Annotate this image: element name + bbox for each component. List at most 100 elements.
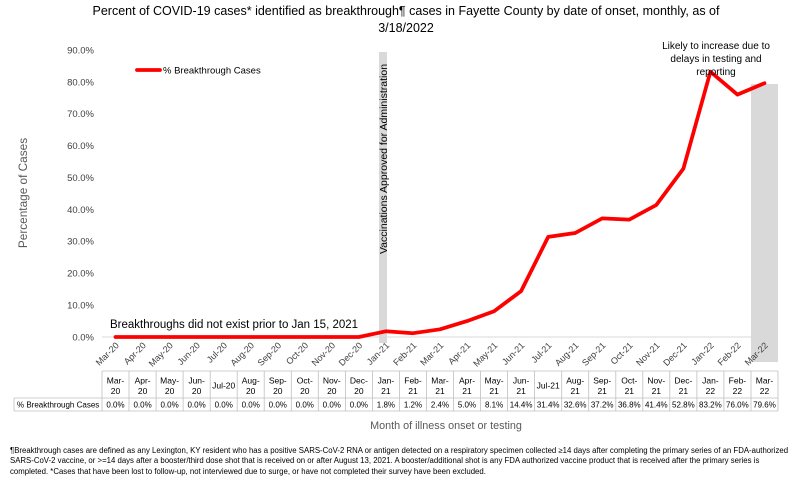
table-header-cell: Apr-20 (135, 376, 151, 397)
table-value-cell: 0.0% (350, 401, 368, 410)
table-header-line: Mar- (107, 376, 125, 386)
table-header-line: May- (485, 376, 504, 386)
table-row-label: % Breakthrough Cases (17, 401, 99, 410)
table-header-cell: Mar-21 (431, 376, 449, 397)
x-tick-label: Mar-21 (418, 340, 445, 367)
data-point (735, 93, 740, 97)
x-tick-label: Apr-21 (446, 340, 472, 366)
table-header-line: 21 (597, 386, 607, 396)
vaccination-annotation: Vaccinations Approved for Administration (378, 64, 390, 254)
table-header-cell: Feb-22 (729, 376, 747, 397)
table-value-cell: 0.0% (215, 401, 233, 410)
table-header-line: 21 (516, 386, 526, 396)
table-header-cell: Nov-21 (647, 376, 665, 397)
x-tick-label: Nov-21 (634, 340, 662, 368)
table-value-cell: 0.0% (133, 401, 151, 410)
x-tick-label: May-21 (471, 340, 499, 368)
series-line (113, 69, 767, 339)
x-tick-label: Feb-21 (391, 340, 418, 367)
data-point (411, 331, 415, 335)
data-point (681, 167, 686, 171)
table-value-cell: 1.8% (377, 401, 395, 410)
x-tick-label: Dec-21 (661, 340, 689, 368)
table-value-cell: 0.0% (187, 401, 205, 410)
y-axis-title: Percentage of Cases (16, 138, 30, 248)
y-tick-label: 70.0% (67, 109, 94, 120)
x-tick-label: Aug-20 (229, 340, 257, 368)
x-tick-label: Jun-20 (175, 340, 202, 367)
y-tick-label: 20.0% (67, 269, 94, 280)
x-tick-label: Oct-21 (609, 340, 635, 366)
data-point (141, 335, 145, 339)
table-header-cell: Jan-22 (702, 376, 719, 397)
table-header-line: 21 (652, 386, 662, 396)
table-header-line: 20 (192, 386, 202, 396)
data-point (600, 216, 604, 220)
x-tick-label: Dec-20 (337, 340, 365, 368)
x-tick-label: Mar-20 (94, 340, 121, 367)
table-header-line: 20 (327, 386, 337, 396)
data-point (195, 335, 199, 339)
table-header-cell: Oct-20 (297, 376, 313, 397)
table-header-line: Nov- (323, 376, 341, 386)
table-value-cell: 76.0% (726, 401, 749, 410)
table-header-line: Nov- (647, 376, 665, 386)
y-tick-label: 50.0% (67, 173, 94, 184)
table-header-cell: Mar-22 (756, 376, 774, 397)
chart-title: Percent of COVID-19 cases* identified as… (92, 4, 720, 35)
table-header-line: Apr- (135, 376, 151, 386)
data-point (249, 335, 253, 339)
reporting-delay-highlight-band (751, 84, 778, 362)
table-header-line: Dec- (350, 376, 368, 386)
table-header-line: 21 (462, 386, 472, 396)
x-tick-label: Sep-20 (256, 340, 284, 368)
x-tick-label: May-20 (147, 340, 175, 368)
table-header-line: Jun- (188, 376, 205, 386)
vaccination-highlight-band (379, 52, 387, 343)
data-point (573, 231, 577, 235)
legend: % Breakthrough Cases (135, 66, 261, 77)
table-header-cell: May-21 (485, 376, 504, 397)
table-header-line: 21 (435, 386, 445, 396)
table-header-line: 22 (760, 386, 770, 396)
table-value-cell: 31.4% (537, 401, 560, 410)
table-header-cell: Aug-20 (242, 376, 260, 397)
table-value-cell: 8.1% (485, 401, 503, 410)
y-tick-label: 40.0% (67, 205, 94, 216)
table-header-line: 20 (246, 386, 256, 396)
table-header-line: Jun- (513, 376, 530, 386)
series-breakthrough-cases (113, 69, 767, 339)
table-value-cell: 0.0% (323, 401, 341, 410)
y-axis-tick-labels: 0.0% 10.0% 20.0% 30.0% 40.0% 50.0% 60.0% 70.0% 8… (67, 45, 94, 343)
data-table: % Breakthrough Cases Mar-20Apr-20May-20J… (13, 370, 779, 412)
y-tick-label: 60.0% (67, 141, 94, 152)
table-value-cell: 0.0% (296, 401, 314, 410)
table-header-cell: Oct-21 (621, 376, 637, 397)
table-value-cell: 1.2% (404, 401, 422, 410)
x-tick-label: Apr-20 (122, 340, 148, 366)
data-point (222, 335, 226, 339)
table-header-line: Dec- (674, 376, 692, 386)
table-header-line: Apr- (459, 376, 475, 386)
table-header-line: 21 (408, 386, 418, 396)
table-header-line: Aug- (566, 376, 584, 386)
data-point (168, 335, 172, 339)
table-value-cell: 37.2% (591, 401, 614, 410)
data-point (438, 327, 442, 331)
data-point (519, 289, 523, 293)
y-tick-label: 80.0% (67, 77, 94, 88)
x-tick-label: Feb-22 (716, 340, 743, 367)
x-tick-label: Oct-20 (284, 340, 310, 366)
table-header-line: 21 (625, 386, 635, 396)
table-header-cell: Feb-21 (404, 376, 422, 397)
x-tick-label: Jan-21 (365, 340, 392, 367)
legend-label: % Breakthrough Cases (163, 66, 261, 77)
table-header-cell: Jun-21 (513, 376, 530, 397)
x-tick-label: Jul-21 (529, 340, 553, 364)
table-header-line: 20 (111, 386, 121, 396)
table-value-cell: 0.0% (160, 401, 178, 410)
table-header-line: Mar- (756, 376, 774, 386)
x-tick-label: Jul-20 (205, 340, 229, 364)
table-value-cell: 0.0% (242, 401, 260, 410)
data-point (546, 235, 550, 239)
